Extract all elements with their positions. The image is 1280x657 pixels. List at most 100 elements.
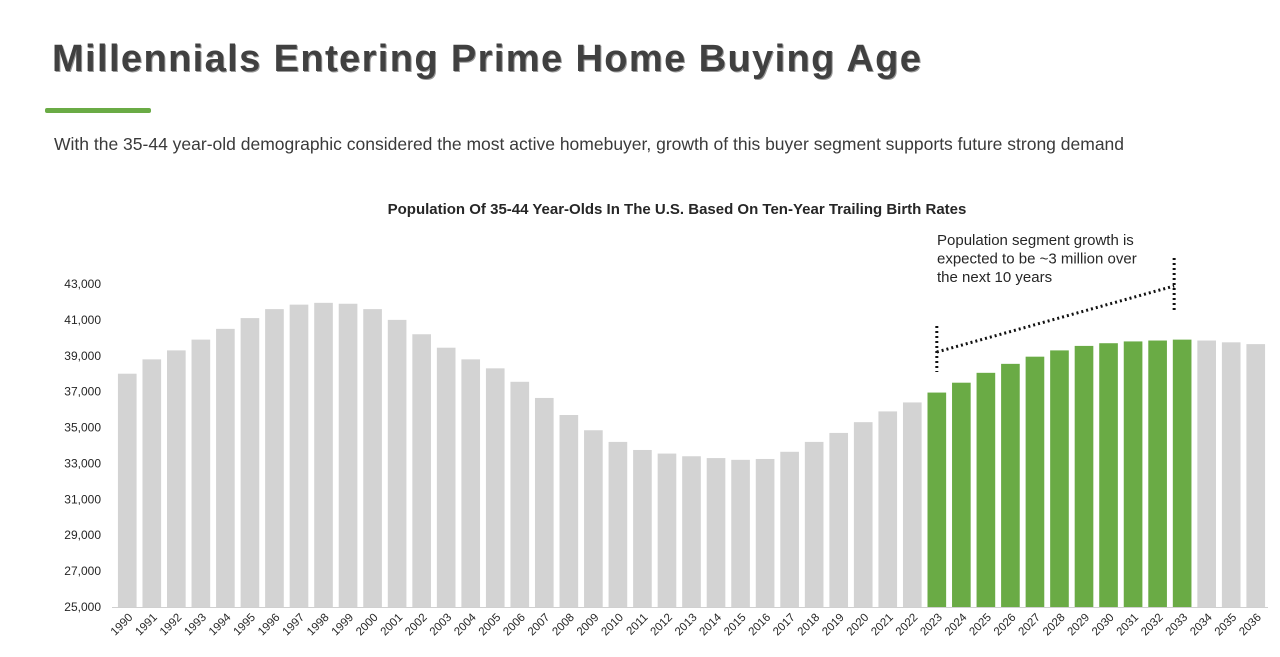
bar-2031 [1123,341,1143,607]
y-tick-label: 37,000 [64,385,101,399]
bar-2003 [436,347,456,607]
x-tick-label: 2033 [1164,612,1191,639]
title-underline [45,108,151,113]
annotation-text-line: the next 10 years [937,269,1052,286]
x-tick-label: 1995 [231,612,258,639]
x-tick-label: 2005 [477,612,504,639]
x-tick-label: 2029 [1066,612,1093,639]
x-tick-label: 2008 [550,612,577,639]
bar-1994 [216,328,235,607]
annotation-text-line: expected to be ~3 million over [937,251,1137,268]
annotation-trend-line [936,284,1175,354]
x-tick-label: 2017 [771,612,798,639]
bar-2026 [1001,363,1020,607]
bar-2025 [976,372,996,607]
x-tick-label: 2015 [722,612,749,639]
y-tick-label: 27,000 [64,564,101,578]
bar-2013 [682,456,701,607]
bar-1990 [117,373,137,607]
x-tick-label: 2009 [575,612,602,639]
x-tick-label: 2003 [428,612,455,639]
bar-2028 [1050,350,1069,607]
x-tick-label: 2028 [1041,612,1068,639]
bar-1992 [167,350,186,607]
y-tick-label: 31,000 [64,492,101,506]
bar-2011 [633,449,652,607]
bar-2018 [804,441,824,607]
bar-2029 [1074,345,1094,607]
bar-1998 [314,302,333,607]
bar-2027 [1025,356,1045,607]
bar-2019 [829,432,849,607]
bar-2024 [952,382,971,607]
x-axis: 1990199119921993199419951996199719981999… [109,607,1268,639]
bar-series [117,302,1266,607]
x-tick-label: 2027 [1016,612,1043,639]
bar-2035 [1221,342,1241,607]
bar-1993 [191,339,211,607]
bar-2016 [755,458,775,607]
bar-2008 [559,414,579,607]
x-tick-label: 2000 [354,612,381,639]
x-tick-label: 2007 [526,612,553,639]
bar-2015 [731,459,750,607]
x-tick-label: 2026 [992,612,1019,639]
x-tick-label: 2014 [698,611,725,638]
x-tick-label: 2030 [1090,612,1117,639]
bar-2023 [927,392,947,607]
x-tick-label: 2011 [625,612,651,638]
bar-2001 [387,319,407,607]
x-tick-label: 2018 [796,612,823,639]
x-tick-label: 2010 [599,612,626,639]
bar-2005 [485,368,505,607]
x-tick-label: 1992 [158,612,185,639]
x-tick-label: 2006 [501,612,528,639]
bar-2004 [461,359,481,607]
bar-1995 [240,318,260,607]
x-tick-label: 1998 [305,612,332,639]
page-subtitle: With the 35-44 year-old demographic cons… [54,134,1125,154]
bar-2007 [534,397,554,607]
bar-2033 [1172,339,1192,607]
bar-2012 [657,453,677,607]
bar-2034 [1197,340,1216,607]
annotation-text-line: Population segment growth is [937,232,1134,249]
bar-2017 [780,451,799,607]
bar-1996 [265,309,284,607]
x-tick-label: 2024 [943,611,970,638]
x-tick-label: 2012 [649,612,676,639]
x-tick-label: 2023 [918,612,945,639]
x-tick-label: 2001 [379,612,406,639]
bar-2032 [1148,340,1167,607]
x-tick-label: 2032 [1139,612,1166,639]
y-tick-label: 29,000 [64,528,101,542]
x-tick-label: 1999 [330,612,357,639]
y-axis: 25,000 27,000 29,000 31,000 33,000 35,000 37,0… [64,277,101,614]
x-tick-label: 2035 [1213,612,1240,639]
x-tick-label: 2020 [845,612,872,639]
x-tick-label: 2034 [1188,611,1215,638]
bar-2022 [902,402,922,607]
y-tick-label: 35,000 [64,421,101,435]
bar-2002 [412,334,431,607]
x-tick-label: 2019 [820,612,847,639]
chart-title: Population Of 35-44 Year-Olds In The U.S… [388,201,967,218]
bar-2020 [853,422,873,607]
x-tick-label: 1993 [182,612,209,639]
bar-2006 [510,381,530,607]
growth-annotation: Population segment growth is expected to … [935,232,1176,372]
bar-2010 [608,441,628,607]
x-tick-label: 2022 [894,612,921,639]
page-title: Millennials Entering Prime Home Buying A… [52,38,923,80]
x-tick-label: 2002 [403,612,430,639]
bar-1997 [289,304,309,607]
y-tick-label: 33,000 [64,456,101,470]
bar-2030 [1099,343,1118,607]
x-tick-label: 1997 [281,612,308,639]
y-tick-label: 43,000 [64,277,101,291]
y-tick-label: 39,000 [64,349,101,363]
x-tick-label: 2021 [869,612,896,639]
x-tick-label: 2031 [1115,612,1142,639]
x-tick-label: 2016 [747,612,774,639]
